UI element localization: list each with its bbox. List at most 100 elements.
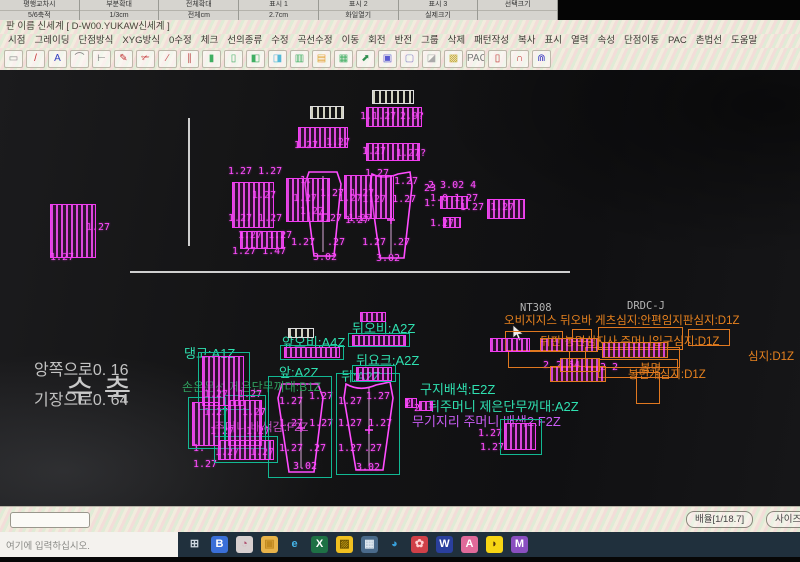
fuse-piece[interactable] xyxy=(560,358,600,372)
menu-item-삭제[interactable]: 삭제 xyxy=(447,35,466,46)
menu-item-수정[interactable]: 수정 xyxy=(271,35,289,46)
round-app-icon[interactable]: ◔ xyxy=(236,536,253,553)
pen-icon[interactable]: ✎ xyxy=(114,50,133,68)
block6-icon[interactable]: ▤ xyxy=(312,50,331,68)
menu-item-선의종류[interactable]: 선의종류 xyxy=(227,35,263,46)
shape1-icon[interactable]: ▯ xyxy=(488,50,507,68)
pattern-piece[interactable] xyxy=(50,204,96,258)
menu-item-단점방식[interactable]: 단점방식 xyxy=(78,35,114,46)
selection-box[interactable] xyxy=(268,376,332,478)
menu-item-단점이동[interactable]: 단점이동 xyxy=(623,35,659,46)
sticky-note-icon[interactable]: ▨ xyxy=(336,536,353,553)
menu-item-도움말[interactable]: 도움말 xyxy=(731,35,758,46)
pattern-piece[interactable] xyxy=(232,182,274,228)
selection-box[interactable] xyxy=(352,365,396,382)
menu-item-표시[interactable]: 표시 xyxy=(544,35,562,46)
pattern-piece[interactable] xyxy=(405,398,417,408)
cad-canvas[interactable]: 수축 앙쪽으로0. 16 기장으로0. 64 1.27 1.27 1.27 1.27 1… xyxy=(0,70,800,506)
pattern-piece[interactable] xyxy=(218,440,274,460)
curve1-icon[interactable]: ∩ xyxy=(510,50,529,68)
menu-item-시점[interactable]: 시점 xyxy=(8,35,26,46)
menu-item-그룹[interactable]: 그룹 xyxy=(421,35,439,46)
task-view-icon[interactable]: ⊞ xyxy=(189,538,200,550)
line-icon[interactable]: / xyxy=(26,50,45,68)
menu-item-촌법선[interactable]: 촌법선 xyxy=(695,35,723,46)
belt-loop-piece[interactable] xyxy=(372,90,414,104)
menu-item-복사[interactable]: 복사 xyxy=(518,35,536,46)
kakaotalk-icon[interactable]: ◗ xyxy=(486,536,503,553)
pattern-piece[interactable] xyxy=(286,178,330,222)
pattern-piece[interactable] xyxy=(344,175,394,219)
perpendicular-icon[interactable]: ⊢ xyxy=(92,50,111,68)
corner-icon[interactable]: ◪ xyxy=(422,50,441,68)
pattern-piece[interactable] xyxy=(202,356,244,406)
block2-icon[interactable]: ▯ xyxy=(224,50,243,68)
block3-icon[interactable]: ◧ xyxy=(246,50,265,68)
pattern-piece[interactable] xyxy=(352,335,406,346)
pattern-piece[interactable] xyxy=(504,423,536,450)
menu-item-곡선수정[interactable]: 곡선수정 xyxy=(297,35,333,46)
pattern-piece[interactable] xyxy=(490,338,530,352)
calculator-icon[interactable]: ▦ xyxy=(361,536,378,553)
menu-item-체크[interactable]: 체크 xyxy=(200,35,219,46)
pattern-piece[interactable] xyxy=(419,401,433,411)
excel-icon[interactable]: X xyxy=(311,536,328,553)
pac-icon[interactable]: PAC xyxy=(466,50,485,68)
red-grid-app-icon[interactable]: ✿ xyxy=(411,536,428,553)
pattern-piece[interactable] xyxy=(440,196,468,209)
pattern-piece[interactable] xyxy=(298,127,348,148)
menu-item-반전[interactable]: 반전 xyxy=(394,35,413,46)
pattern-piece[interactable] xyxy=(443,217,461,228)
pattern-piece[interactable] xyxy=(366,143,420,161)
edge-icon[interactable]: ◕ xyxy=(391,538,398,550)
purple-app-icon[interactable]: M xyxy=(511,536,528,553)
block1-icon[interactable]: ▮ xyxy=(202,50,221,68)
selection-box[interactable] xyxy=(280,345,344,360)
pattern-piece[interactable] xyxy=(360,312,386,322)
selection-box[interactable] xyxy=(500,419,542,455)
frame-icon[interactable]: ▢ xyxy=(400,50,419,68)
arrow-icon[interactable]: ⬈ xyxy=(356,50,375,68)
menu-item-회전[interactable]: 회전 xyxy=(368,35,386,46)
select-icon[interactable]: ▭ xyxy=(4,50,23,68)
pant-pattern-bottom-front[interactable] xyxy=(276,382,326,474)
zoom-ratio-button[interactable]: 배율[1/18.7] xyxy=(686,511,754,528)
blue-doc-icon[interactable]: B xyxy=(211,536,228,553)
internet-explorer-icon[interactable]: e xyxy=(291,538,298,550)
fuse-piece[interactable] xyxy=(602,342,668,358)
menu-item-열력[interactable]: 열력 xyxy=(571,35,589,46)
hatch-icon[interactable]: ▩ xyxy=(444,50,463,68)
belt-loop-piece[interactable] xyxy=(288,328,314,338)
size-button[interactable]: 사이즈 xyxy=(766,511,800,528)
block4-icon[interactable]: ◨ xyxy=(268,50,287,68)
parallel-icon[interactable]: ∥ xyxy=(180,50,199,68)
pink-app-icon[interactable]: A xyxy=(461,536,478,553)
command-input[interactable] xyxy=(10,512,90,528)
menu-item-패턴작성[interactable]: 패턴작성 xyxy=(474,35,510,46)
win-app-icon[interactable]: W xyxy=(436,536,453,553)
pattern-piece[interactable] xyxy=(366,107,422,127)
fuse-piece-box[interactable] xyxy=(688,329,730,346)
slash-icon[interactable]: ∕ xyxy=(158,50,177,68)
pattern-piece[interactable] xyxy=(228,400,262,446)
text-icon[interactable]: A xyxy=(48,50,67,68)
folder-icon[interactable]: ▣ xyxy=(261,536,278,553)
cut-icon[interactable]: ✃ xyxy=(136,50,155,68)
pattern-piece[interactable] xyxy=(487,199,525,219)
block7-icon[interactable]: ▦ xyxy=(334,50,353,68)
fill-icon[interactable]: ▣ xyxy=(378,50,397,68)
fuse-piece-box[interactable] xyxy=(636,372,660,404)
pattern-piece[interactable] xyxy=(240,231,284,249)
menu-item-PAC[interactable]: PAC xyxy=(667,35,687,46)
pattern-piece[interactable] xyxy=(356,367,392,381)
curve2-icon[interactable]: ⋒ xyxy=(532,50,551,68)
pattern-piece[interactable] xyxy=(284,347,340,358)
menu-item-이동[interactable]: 이동 xyxy=(341,35,360,46)
block5-icon[interactable]: ▥ xyxy=(290,50,309,68)
menu-item-속성[interactable]: 속성 xyxy=(597,35,615,46)
pant-pattern-bottom-back[interactable] xyxy=(342,380,396,472)
belt-loop-piece[interactable] xyxy=(310,106,344,119)
menu-item-0수정[interactable]: 0수정 xyxy=(168,35,192,46)
selection-box[interactable] xyxy=(348,333,410,347)
fuse-piece[interactable] xyxy=(540,338,598,352)
